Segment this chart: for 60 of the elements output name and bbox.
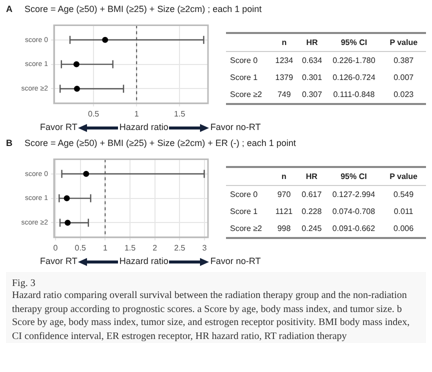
data-label: 0.111-0.848 <box>332 89 376 101</box>
data-label: 0.387 <box>392 55 415 67</box>
data-label: 0.228 <box>300 206 323 218</box>
x-tick-label: 2 <box>152 243 158 252</box>
x-tick-label: 1 <box>102 243 108 252</box>
chart-title: Score = Age (≥50) + BMI (≥25) + Size (≥2cm) + ER (-) ; each 1 point <box>24 138 296 148</box>
data-label: 0.634 <box>301 55 324 67</box>
text: n <box>270 167 298 186</box>
data-label: 0.011 <box>392 206 414 218</box>
text: Hazard ratio comparing overall survival between the radiation therapy group and the non-radiation therapy group according to prognostic scores. a Score by age, body mass index, and tumor size. b Score by age, body mass index, tumor size, and estrogen receptor positivity. BMI body mass index, CI confidence interval, ER estrogen receptor, HR hazard ratio, RT radiation therapy <box>12 289 411 343</box>
data-label: 0.127-2.994 <box>331 189 376 201</box>
text: P value <box>381 167 426 186</box>
x-tick-label: 1.5 <box>174 109 186 118</box>
data-label: 998 <box>276 223 292 235</box>
category-label: Score 1 <box>229 72 259 84</box>
data-label: 0.617 <box>300 189 323 201</box>
text: HR <box>297 33 327 52</box>
x-tick-label: 0.5 <box>88 109 100 118</box>
data-label: 0.006 <box>392 223 415 235</box>
x-axis-title: Hazard ratio <box>119 122 168 132</box>
data-label: 749 <box>276 89 292 101</box>
text: Favor no-RT <box>210 122 261 132</box>
data-label: 0.549 <box>392 189 415 201</box>
x-tick-label: 0 <box>53 243 58 252</box>
category-label: Score 0 <box>229 55 259 67</box>
data-label: 1121 <box>274 206 294 218</box>
category-label: Score 1 <box>229 206 259 218</box>
text: HR <box>297 167 326 186</box>
data-label: 0.307 <box>301 89 324 101</box>
text: 95% CI <box>326 167 382 186</box>
category-label: Score 0 <box>229 189 259 201</box>
x-tick-label: 1.5 <box>124 243 136 252</box>
data-label: 0.091-0.662 <box>331 223 376 235</box>
data-label: 970 <box>276 189 292 201</box>
data-label: 0.126-0.724 <box>332 72 376 84</box>
data-label: 0.023 <box>392 89 415 101</box>
data-label: 0.007 <box>392 72 415 84</box>
x-tick-label: 2.5 <box>174 243 186 252</box>
text: B <box>6 138 12 148</box>
text: Fig. 3 <box>12 278 36 289</box>
text: P value <box>381 33 426 52</box>
data-label: 0.226-1.780 <box>332 55 376 67</box>
data-label: 0.074-0.708 <box>331 206 376 218</box>
data-label: 1379 <box>274 72 294 84</box>
x-tick-label: 0.5 <box>74 243 86 252</box>
category-label: Score ≥2 <box>229 223 263 235</box>
text: Favor RT <box>40 256 78 266</box>
data-label: 0.245 <box>300 223 323 235</box>
category-label: Score ≥2 <box>229 89 263 101</box>
x-tick-label: 1 <box>134 109 140 118</box>
data-label: 0.301 <box>301 72 324 84</box>
x-tick-label: 3 <box>202 243 208 252</box>
text: n <box>270 33 298 52</box>
text: A <box>6 4 12 14</box>
x-axis-title: Hazard ratio <box>119 256 168 266</box>
chart-title: Score = Age (≥50) + BMI (≥25) + Size (≥2cm) ; each 1 point <box>24 4 262 14</box>
data-label: 1234 <box>274 55 294 67</box>
text: 95% CI <box>326 33 382 52</box>
text: Favor RT <box>40 122 78 132</box>
text: Favor no-RT <box>210 256 261 266</box>
